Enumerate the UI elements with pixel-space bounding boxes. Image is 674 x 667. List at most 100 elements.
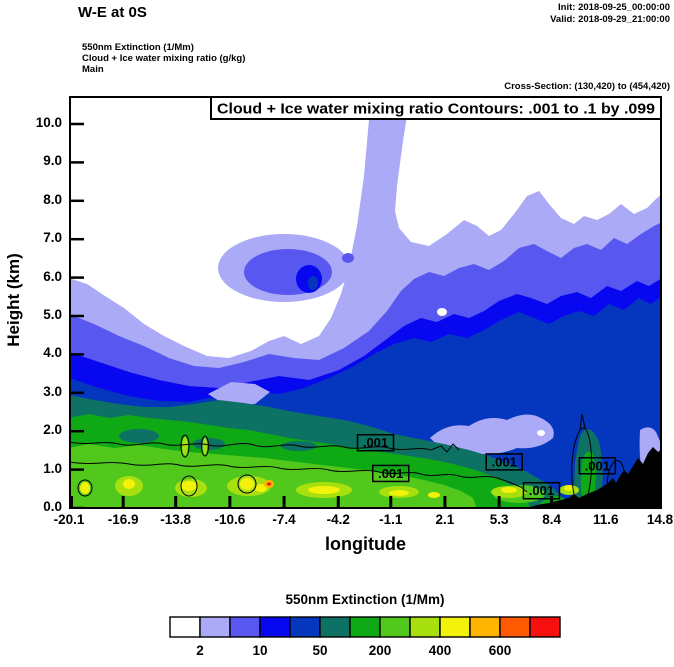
colorbar-cell [319,616,351,638]
page-title: W-E at 0S [78,4,147,21]
upper-blob-core [308,276,318,290]
x-tick-mark [70,496,73,507]
y-tick-label: 4.0 [43,345,62,361]
contour-label-text: .001 [492,454,517,469]
y-tick-mark [70,468,84,471]
y-tick-label: 2.0 [43,422,62,438]
colorbar-cell [229,616,261,638]
y-tick-label: 10.0 [35,115,62,130]
colorbar-tick-label: 50 [312,643,328,658]
y-tick-mark [70,353,84,356]
contour-label-box [578,457,617,475]
x-axis-title: longitude [325,534,406,554]
contour-line-lower [69,461,528,493]
yellow-green-sliver [202,438,208,454]
colorbar-tick-label: 400 [428,643,452,658]
cross-section-label: Cross-Section: (130,420) to (454,420) [504,81,670,92]
yellow-spot [80,482,90,494]
x-tick-mark [336,496,340,507]
x-tick-mark [282,496,286,507]
colorbar-cell [199,616,231,638]
y-tick-mark [70,391,84,395]
yellow-spot [240,478,254,490]
field-line-fill: 550nm Extinction (1/Mm) [82,42,194,53]
x-tick-mark [550,496,554,507]
y-tick-label: 6.0 [43,268,62,284]
colorbar-title: 550nm Extinction (1/Mm) [285,592,445,607]
red-core [267,482,271,486]
contour-squiggle-1 [571,413,593,499]
yellow-spot [501,487,517,493]
colorbar-cell [409,616,441,638]
x-tick-label: 2.1 [435,512,455,527]
field-line-domain: Main [82,64,104,75]
yellow-green-sliver [182,437,188,455]
x-tick-label: -13.8 [160,512,192,527]
fill-light-green [69,444,477,509]
yellow-spot [181,481,197,491]
x-tick-mark [228,496,232,507]
y-tick-mark [70,199,84,203]
x-tick-label: -1.1 [379,512,403,527]
y-tick-label: 5.0 [43,307,62,322]
y-tick-label: 0.0 [43,499,62,514]
x-tick-label: 5.3 [489,512,509,527]
contour-loop [180,475,198,497]
contour-line-upper [69,441,460,453]
y-tick-mark [70,122,84,126]
contour-loop [77,479,93,497]
white-speck-1 [437,308,447,316]
contour-lines [69,413,626,503]
field-list: 550nm Extinction (1/Mm) Cloud + Ice wate… [82,42,245,75]
contour-label-text: .001 [378,466,403,481]
init-time: Init: 2018-09-25_00:00:00 [558,2,670,13]
contour-plot: .001 .001 .001 .001 .001 Cloud + Ice water m… [69,96,662,509]
contour-loop [237,474,257,494]
contour-label-box [371,464,410,483]
colorbar [169,616,561,638]
contour-label-text: .001 [585,458,610,473]
x-tick-mark [389,496,393,507]
yellow-spot [389,490,409,496]
y-tick-mark [70,314,84,318]
white-speck-2 [537,430,545,436]
x-tick-label: -7.4 [272,512,296,527]
contour-label-box [485,453,523,471]
x-tick-label: 8.4 [542,512,561,527]
y-tick-label: 3.0 [43,383,62,399]
yellow-spot [428,492,440,498]
x-tick-mark [497,496,501,507]
x-tick-mark [443,496,447,507]
colorbar-cell [349,616,381,638]
plot-title-box: Cloud + Ice water mixing ratio Contours:… [210,96,662,120]
contour-label-box [356,433,395,452]
yellow-spot [308,486,340,494]
lavender-wedge [208,382,270,406]
x-tick-mark [121,496,125,507]
x-tick-label: -4.2 [326,512,350,527]
terrain-silhouette [524,447,662,509]
y-tick-label: 8.0 [43,191,62,207]
colorbar-cell [469,616,501,638]
field-line-contour: Cloud + Ice water mixing ratio (g/kg) [82,53,246,64]
contour-label-boxes: .001 .001 .001 .001 .001 [356,433,617,500]
colorbar-cell [379,616,411,638]
x-tick-mark [174,496,178,507]
yellow-spot [255,484,267,492]
x-tick-label: -16.9 [107,512,139,527]
y-tick-mark [70,276,84,279]
y-tick-label: 1.0 [43,460,62,476]
y-axis-title: Height (km) [4,253,23,347]
yellow-spot [123,479,135,489]
y-tick-label: 9.0 [43,153,62,169]
x-tick-label: 11.6 [593,512,619,527]
colorbar-cell [499,616,531,638]
colorbar-cell [529,616,561,638]
plot-title-background [210,96,662,120]
colorbar-tick-label: 200 [368,643,392,658]
green-column-bit [581,451,596,504]
x-tick-label: -10.6 [214,512,246,527]
colorbar-cell [169,616,201,638]
y-tick-label: 7.0 [43,230,62,246]
